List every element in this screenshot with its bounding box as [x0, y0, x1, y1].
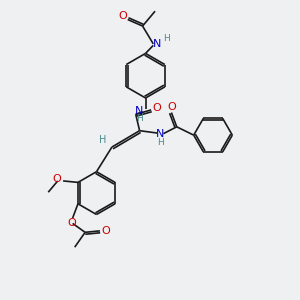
Text: H: H: [158, 138, 164, 147]
Text: O: O: [118, 11, 127, 21]
Text: O: O: [168, 102, 176, 112]
Text: O: O: [53, 173, 62, 184]
Text: H: H: [163, 34, 170, 43]
Text: N: N: [135, 106, 143, 116]
Text: O: O: [101, 226, 110, 236]
Text: O: O: [152, 103, 161, 113]
Text: H: H: [99, 136, 106, 146]
Text: H: H: [136, 114, 142, 123]
Text: N: N: [156, 129, 165, 139]
Text: N: N: [153, 39, 161, 49]
Text: O: O: [68, 218, 76, 228]
